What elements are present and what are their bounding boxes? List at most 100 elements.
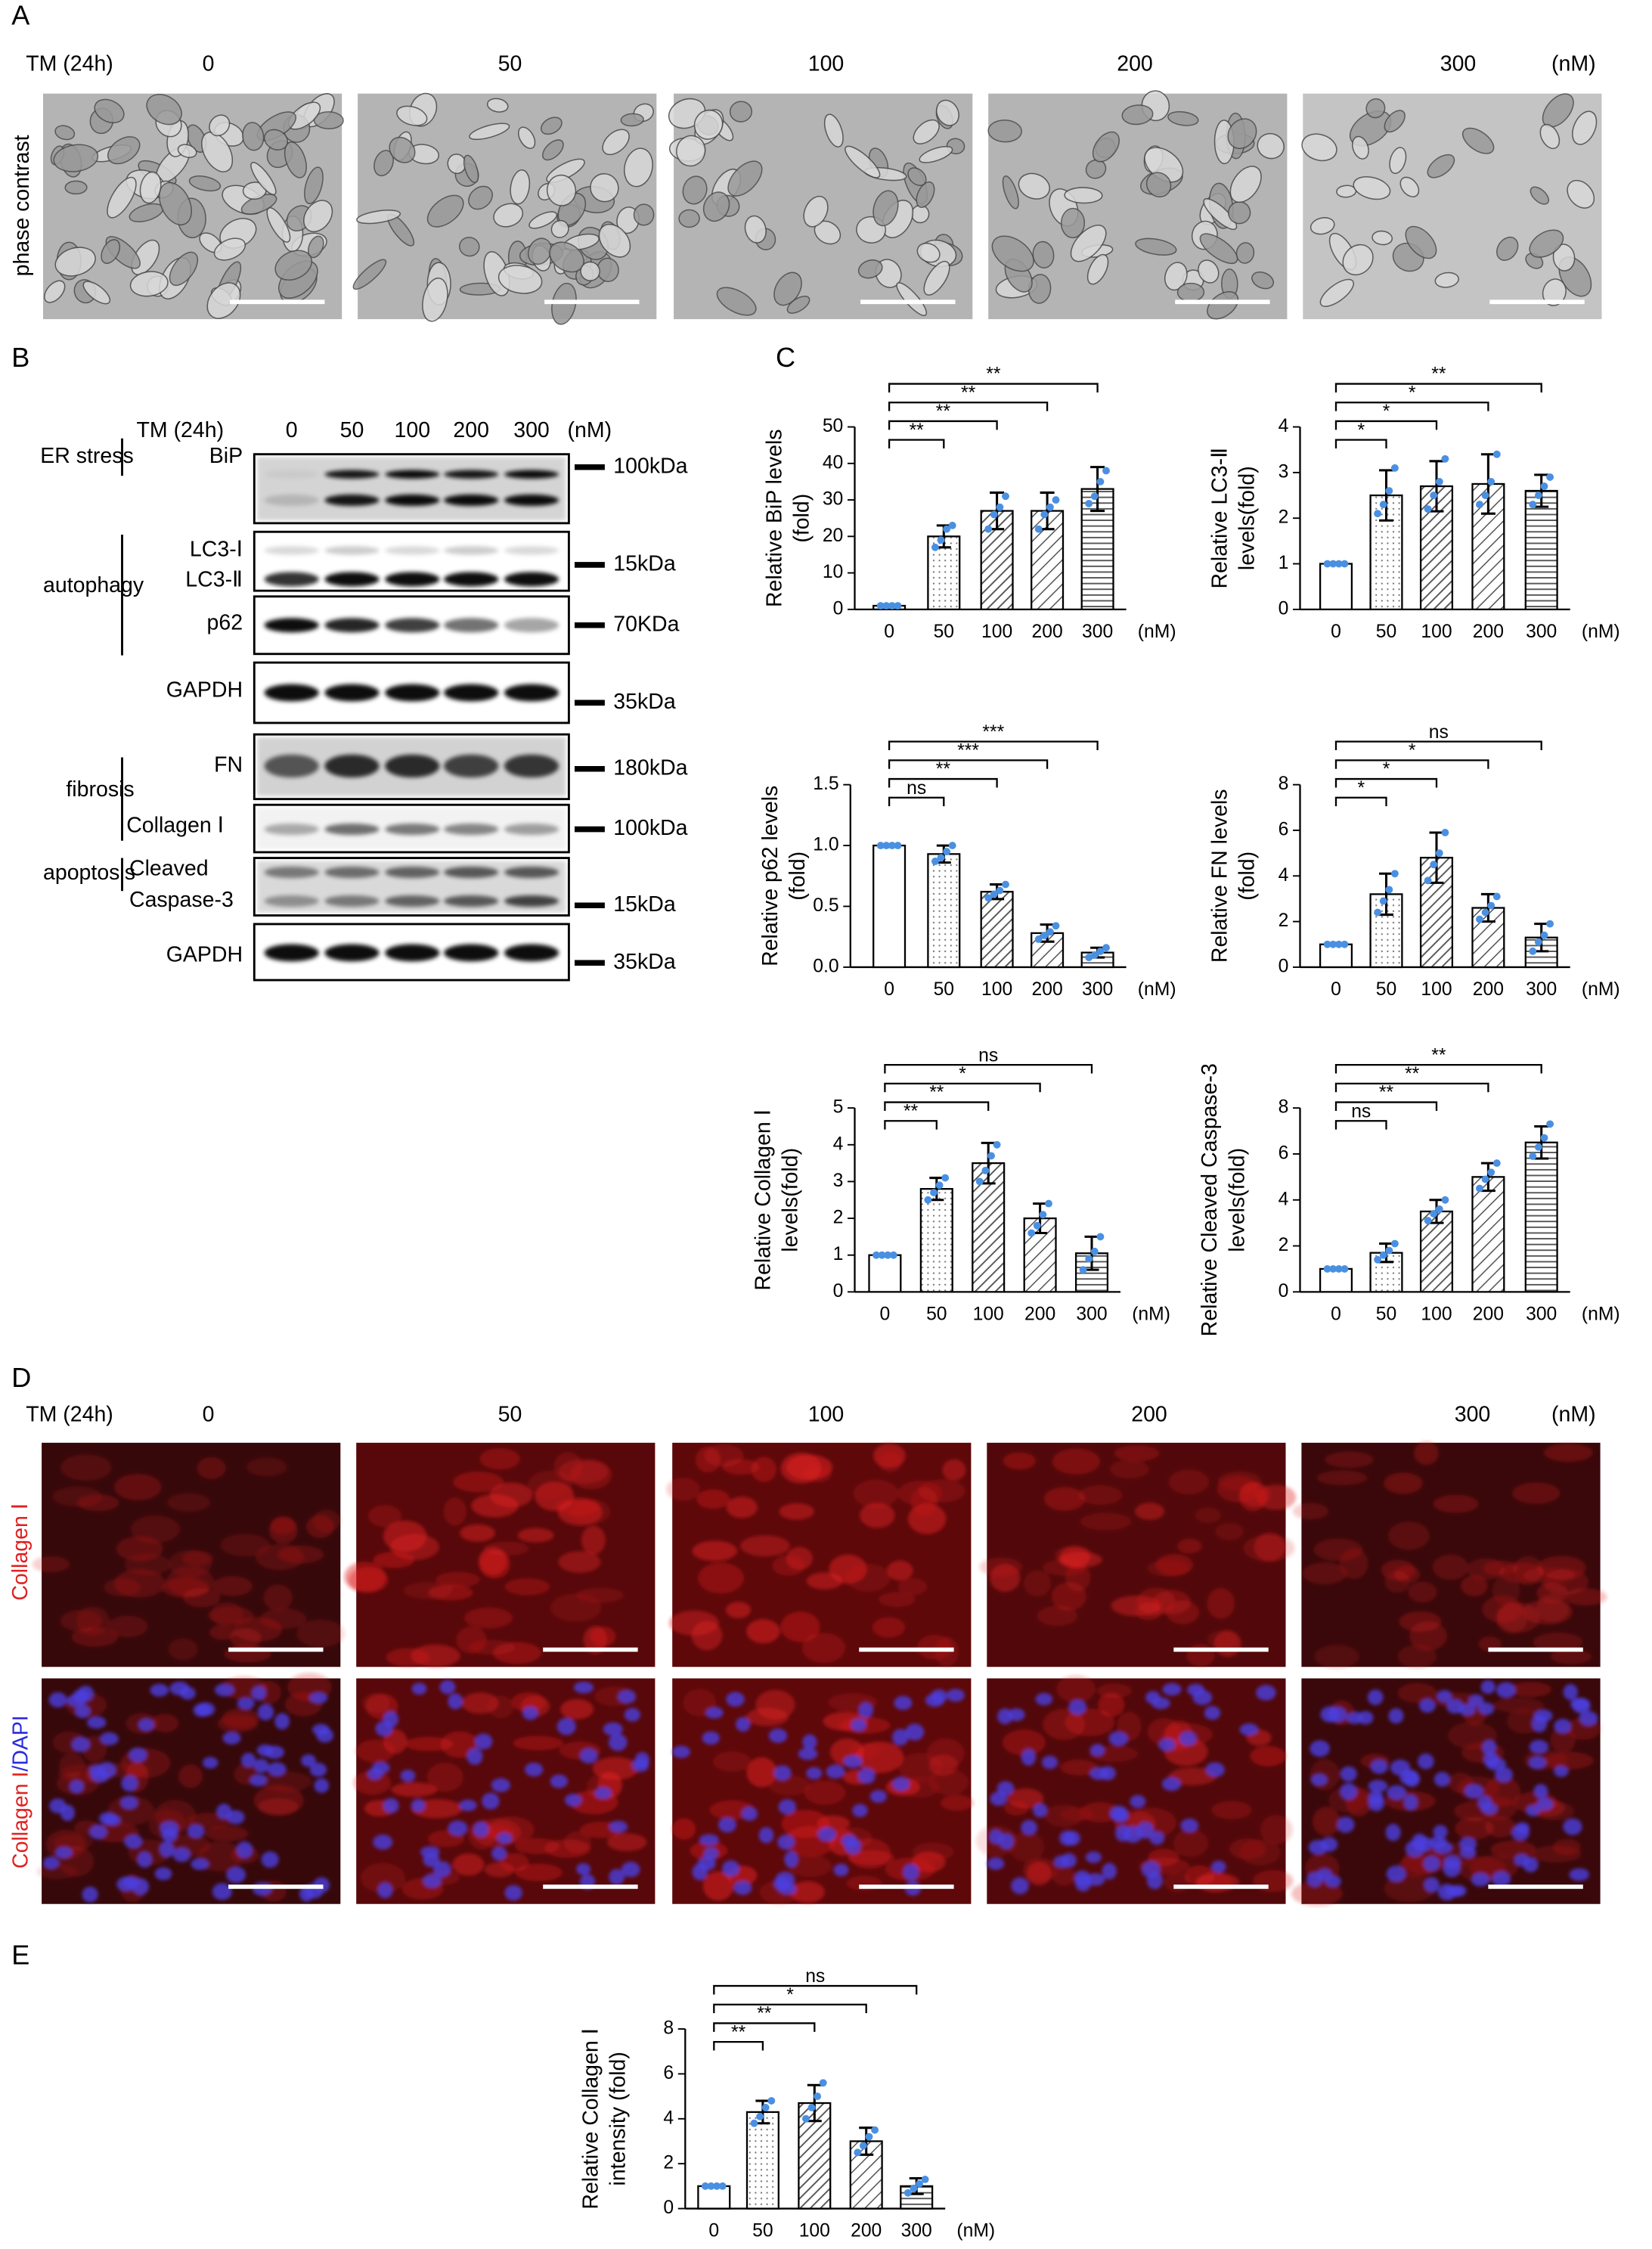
micrograph [352, 92, 657, 325]
bands [257, 861, 566, 913]
nucleus [1433, 1772, 1451, 1787]
cell [304, 166, 324, 205]
nucleus [1433, 1825, 1448, 1839]
bar [1319, 943, 1353, 969]
cell [907, 167, 927, 186]
cell [801, 1633, 846, 1664]
panel-label: E [11, 1940, 29, 1971]
x-tick-label: 300 [1082, 979, 1113, 1000]
sig-label: * [1357, 778, 1365, 799]
cell [53, 144, 99, 172]
nucleus [433, 1861, 451, 1878]
bands [264, 618, 559, 633]
nucleus [891, 1776, 910, 1791]
cell [729, 101, 753, 123]
nucleus [1179, 1731, 1198, 1746]
data-point [937, 854, 945, 862]
nucleus [60, 1804, 75, 1821]
nucleus [1486, 1757, 1506, 1771]
cell [1085, 159, 1107, 179]
nucleus [491, 1846, 507, 1861]
cell [1310, 217, 1335, 235]
nucleus [82, 1886, 98, 1903]
cell [435, 1571, 480, 1588]
dose-label: 200 [453, 418, 489, 442]
cell [803, 195, 829, 228]
nucleus [1437, 1689, 1452, 1703]
cell [54, 125, 76, 141]
nucleus [301, 1754, 316, 1767]
dose-label: 300 [1440, 51, 1477, 76]
data-point [1534, 492, 1542, 499]
cell [443, 1497, 467, 1526]
nucleus [116, 1876, 137, 1892]
sig-bracket [888, 740, 1099, 751]
nucleus [367, 1767, 383, 1781]
y-tick-label: 4 [1279, 416, 1289, 436]
dose-label: 300 [513, 418, 550, 442]
nucleus [1514, 1853, 1530, 1867]
x-axis-label: (nM) [1582, 1304, 1620, 1324]
nucleus [1011, 1877, 1029, 1894]
cell [1023, 1570, 1052, 1597]
nucleus [608, 1733, 628, 1751]
cell [1312, 1807, 1341, 1836]
nucleus [1386, 1865, 1407, 1883]
data-point [807, 2104, 816, 2111]
cell [746, 1757, 777, 1788]
nucleus [672, 1745, 690, 1758]
sig-bracket [884, 1082, 1041, 1093]
data-point [993, 1140, 1001, 1149]
dose-label: 50 [498, 51, 522, 76]
cell [1002, 175, 1019, 209]
data-point [1424, 1217, 1432, 1225]
cell [284, 141, 307, 178]
cell [1214, 1522, 1244, 1540]
band [444, 866, 499, 879]
y-axis-label: Relative FN levels [1208, 789, 1232, 963]
data-point [701, 2182, 709, 2190]
cell [1176, 282, 1205, 302]
sig-label: * [1357, 420, 1365, 441]
nucleus [784, 1850, 799, 1869]
x-tick-label: 0 [884, 979, 894, 1000]
cell [745, 1708, 789, 1726]
panel-label: B [11, 342, 29, 373]
nucleus [137, 1850, 153, 1868]
cell [682, 175, 708, 205]
y-tick-label: 5 [833, 1097, 844, 1118]
data-point [1040, 510, 1049, 519]
nucleus [726, 1692, 745, 1707]
cell [590, 173, 619, 203]
cell [212, 1575, 253, 1596]
cell [263, 1584, 293, 1611]
y-axis-label: levels(fold) [1225, 1148, 1249, 1252]
cell [411, 1644, 460, 1667]
cell [1060, 207, 1086, 239]
nucleus [987, 1857, 1005, 1870]
nucleus [497, 1832, 513, 1844]
cell [1145, 172, 1172, 198]
sig-bracket [1334, 1064, 1542, 1074]
cell [991, 235, 1034, 272]
nucleus [524, 1762, 544, 1777]
nucleus [1089, 1744, 1105, 1757]
x-tick-label: 100 [1421, 1304, 1452, 1324]
bar [1524, 489, 1558, 610]
cell [527, 237, 552, 265]
data-point [1085, 499, 1093, 507]
nucleus [722, 1860, 740, 1877]
x-tick-label: 100 [1421, 622, 1452, 642]
nucleus [718, 1816, 736, 1833]
cell [1405, 225, 1437, 259]
dose-label: 300 [1455, 1402, 1491, 1426]
nucleus [87, 1716, 107, 1729]
band [444, 754, 499, 778]
nucleus [77, 1686, 95, 1702]
sig-label: ** [986, 364, 1001, 385]
cell [1353, 175, 1391, 200]
cell [1257, 132, 1285, 160]
bar [1524, 1141, 1558, 1293]
cell [107, 176, 137, 219]
x-tick-label: 0 [1331, 1304, 1341, 1324]
